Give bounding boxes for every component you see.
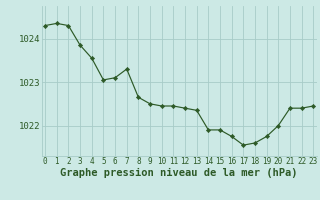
- X-axis label: Graphe pression niveau de la mer (hPa): Graphe pression niveau de la mer (hPa): [60, 168, 298, 178]
